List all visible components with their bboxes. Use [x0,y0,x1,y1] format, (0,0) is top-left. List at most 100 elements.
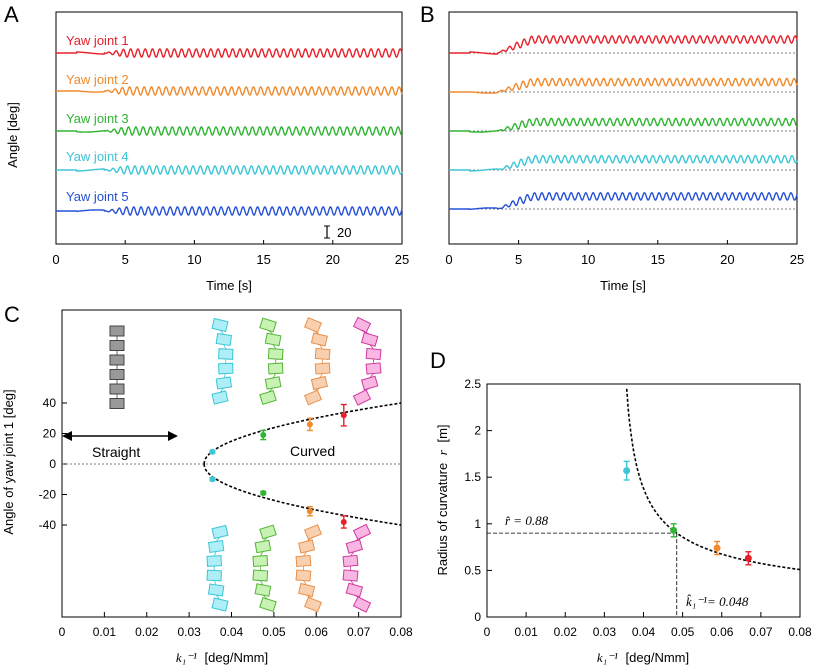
panel-d-label: D [430,348,446,373]
panel-d-reference-lines [487,532,678,617]
robot-pink-down-segment-3 [342,569,359,582]
robot-green-down-link-1 [259,551,264,557]
legend-joint5: Yaw joint 5 [66,189,129,204]
robot-cyan-down-segment-3 [206,569,222,582]
d-ytick-label-3: 1 [474,517,481,531]
trace-joint5 [449,191,798,211]
scale-bar-label: 20 [337,225,351,240]
legend-joint2: Yaw joint 2 [66,72,129,87]
xtick-label-5: 25 [395,252,409,267]
robot-cyan-up-segment-1 [215,333,233,346]
d-xtick-label-8: 0.08 [788,625,812,639]
panel-c-xlabel-sym: k₁⁻¹ [176,650,197,665]
c-point-4 [306,421,313,428]
panel-a-xlabel: Time [s] [206,278,252,293]
panel-c-points [209,403,347,529]
panel-b-xticks: 0 5 10 15 20 25 [445,240,804,267]
panel-b-xlabel: Time [s] [600,278,646,293]
robot-cyan-up-segment-0 [211,317,229,333]
xtick-label-2: 10 [187,252,201,267]
c-ytick-label-1: 20 [43,427,57,441]
c-xtick-label-5: 0.05 [262,625,286,639]
panel-d-xlabel-sym: k₁⁻¹ [597,650,618,665]
d-xtick-label-4: 0.04 [632,625,656,639]
robot-green-down-segment-4 [254,583,272,597]
panel-d-ylabel-unit: [m] [435,424,450,442]
d-ytick-label-5: 0 [474,610,481,624]
trace-joint3 [449,117,798,133]
robot-straight-segment-4 [109,383,125,395]
robot-cyan-up-link-0 [219,329,225,335]
xtick-label-2: 10 [581,252,595,267]
trace-joint3 [56,126,403,136]
c-ytick-label-4: -40 [39,518,57,532]
panel-d-points [623,460,752,566]
robot-straight [109,325,125,409]
straight-label: Straight [92,444,140,460]
d-point-2 [713,544,721,552]
robot-green-up-link-3 [272,373,277,379]
robot-pink-down-segment-2 [342,554,359,568]
robot-green-down-link-3 [259,580,264,586]
robot-pink-up-segment-5 [352,389,372,406]
robot-straight-segment-3 [109,369,125,380]
d-xtick-label-0: 0 [484,625,491,639]
c-xtick-label-7: 0.07 [347,625,371,639]
d-point-0 [623,467,631,475]
robot-pink-down-segment-5 [352,596,372,613]
panel-a-label: A [4,2,19,27]
c-xtick-label-0: 0 [59,625,66,639]
robot-green-up-segment-1 [264,332,282,347]
robot-pink-up-segment-3 [365,362,382,375]
robot-cyan-up [211,317,234,405]
d-xtick-label-3: 0.03 [593,625,617,639]
xtick-label-0: 0 [52,252,59,267]
robot-pink-up-link-1 [369,344,374,350]
robot-green-up-segment-0 [259,317,277,333]
robot-pink-up-segment-0 [352,316,372,334]
robot-pink-down [342,523,372,613]
robot-cyan-down-segment-0 [211,524,229,540]
c-xtick-label-6: 0.06 [305,625,329,639]
xtick-label-1: 5 [515,252,522,267]
robot-green-down-segment-0 [259,524,277,540]
panel-d-ticks: 0 0.01 0.02 0.03 0.04 0.05 0.06 0.07 0.08 2.5 2 1.5… [464,377,812,639]
xtick-label-5: 25 [790,252,804,267]
xtick-label-3: 15 [651,252,665,267]
robot-green-up [259,317,284,406]
c-xtick-label-2: 0.02 [135,625,159,639]
robot-green-down [252,524,277,613]
xtick-label-4: 20 [326,252,340,267]
d-xtick-label-7: 0.07 [749,625,773,639]
d-ytick-label-1: 2 [474,424,481,438]
robot-orange-down [295,524,323,613]
robot-pink-up-segment-4 [360,375,379,391]
d-point-3 [744,554,752,562]
d-ytick-label-4: 0.5 [464,563,481,577]
c-point-2 [260,432,267,439]
panel-c-xlabel: k₁⁻¹ [deg/Nmm] [176,650,268,665]
r-hat-label: r̂ = 0.88 [505,513,549,528]
robot-cyan-down [206,524,229,612]
robot-pink-down-segment-1 [345,539,364,554]
d-ytick-label-0: 2.5 [464,377,481,391]
c-point-3 [260,489,267,496]
robot-orange-up-segment-3 [314,362,331,375]
robot-green-down-segment-3 [252,569,269,582]
panel-b-traces [449,35,798,211]
robot-orange-up-segment-2 [314,347,331,361]
trace-joint1 [56,48,403,58]
trace-joint1 [449,35,798,55]
legend-joint3: Yaw joint 3 [66,111,129,126]
robot-cyan-down-link-0 [215,536,221,542]
robot-cyan-down-segment-2 [206,555,222,567]
d-xtick-label-2: 0.02 [554,625,578,639]
c-point-5 [306,508,313,515]
xtick-label-1: 5 [122,252,129,267]
panel-c-xlabel-unit: [deg/Nmm] [205,650,269,665]
c-ytick-label-0: 40 [43,396,57,410]
k-hat-label: k̂₁⁻¹= 0.048 [686,594,749,609]
panel-c-ylabel: Angle of yaw joint 1 [deg] [1,389,16,534]
d-point-1 [670,526,678,534]
robot-cyan-down-segment-5 [211,597,229,612]
